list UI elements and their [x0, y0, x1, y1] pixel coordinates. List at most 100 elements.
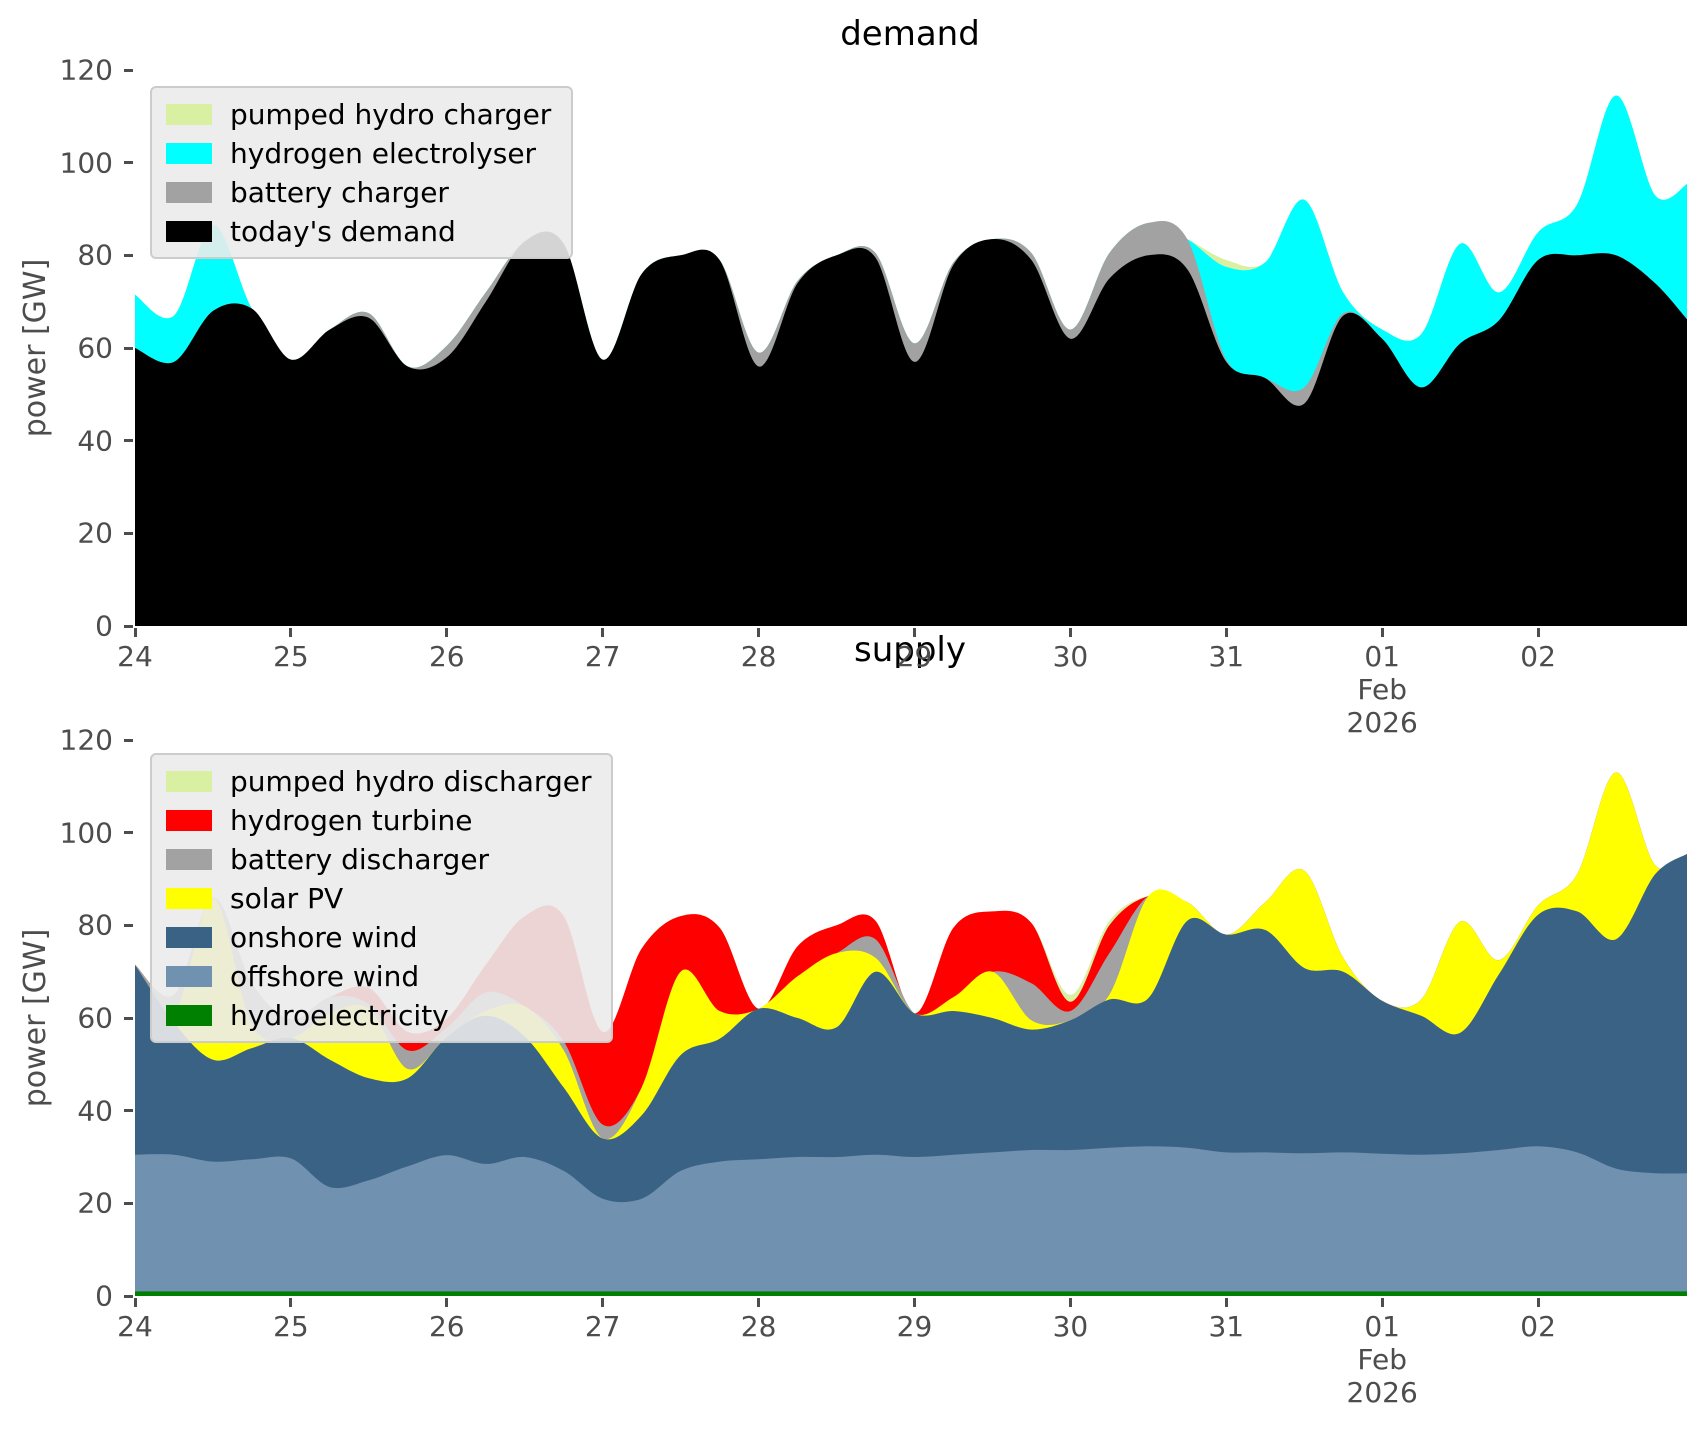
y-tick-mark — [124, 1016, 133, 1020]
x-tick-label: 28 — [740, 640, 777, 673]
legend-label: pumped hydro charger — [230, 97, 552, 131]
x-tick-label: 29 — [896, 640, 933, 673]
legend-label: battery discharger — [230, 842, 490, 876]
y-tick-label: 20 — [77, 1186, 113, 1220]
demand-legend: pumped hydro charger hydrogen electrolyse… — [150, 86, 574, 259]
x-tick-label: 25 — [273, 1310, 309, 1343]
y-tick-mark — [124, 531, 133, 535]
x-tick-mark — [445, 628, 449, 637]
legend-swatch-battery-charger — [166, 181, 212, 203]
legend-label: solar PV — [230, 881, 344, 915]
y-tick-label: 120 — [59, 53, 113, 87]
y-tick-label: 100 — [59, 146, 113, 180]
area-offshore-wind — [135, 1146, 1687, 1296]
x-tick-label: 30 — [1052, 1310, 1089, 1343]
legend-item: battery discharger — [166, 842, 591, 876]
legend-label: hydroelectricity — [230, 998, 449, 1032]
x-tick-label: 29 — [896, 1310, 933, 1343]
y-tick-label: 100 — [59, 816, 113, 850]
x-tick-mark — [445, 1298, 449, 1307]
x-tick-mark — [1536, 628, 1540, 637]
x-tick-mark — [133, 1298, 137, 1307]
y-tick-label: 0 — [95, 609, 113, 643]
area-today-s-demand — [135, 231, 1687, 626]
legend-item: hydrogen turbine — [166, 803, 591, 837]
x-tick-label: 02 — [1520, 1310, 1556, 1343]
x-tick-mark — [133, 628, 137, 637]
x-tick-label: 01 — [1364, 640, 1401, 673]
x-tick-mark — [601, 628, 605, 637]
legend-item: hydrogen electrolyser — [166, 136, 551, 170]
x-tick-mark — [1068, 1298, 1072, 1307]
x-tick-sublabel: Feb — [1357, 1343, 1407, 1376]
legend-item: pumped hydro discharger — [166, 764, 592, 798]
y-tick-mark — [124, 68, 133, 72]
legend-item: pumped hydro charger — [166, 97, 552, 131]
x-tick-label: 02 — [1520, 640, 1556, 673]
x-tick-mark — [601, 1298, 605, 1307]
legend-label: battery charger — [230, 175, 449, 209]
legend-swatch-pumped-hydro-discharger — [166, 770, 212, 792]
x-tick-mark — [289, 1298, 293, 1307]
x-tick-label: 27 — [584, 640, 621, 673]
legend-item: battery charger — [166, 175, 551, 209]
y-tick-label: 40 — [77, 1094, 113, 1128]
legend-item: hydroelectricity — [166, 998, 591, 1032]
supply-legend: pumped hydro discharger hydrogen turbine b… — [150, 753, 614, 1043]
x-tick-mark — [1068, 628, 1072, 637]
y-tick-mark — [124, 161, 133, 165]
legend-swatch-hydrogen-electrolyser — [166, 142, 212, 164]
x-tick-mark — [1380, 1298, 1384, 1307]
legend-swatch-battery-discharger — [166, 848, 212, 870]
area-hydroelectricity — [135, 1291, 1687, 1296]
y-tick-label: 80 — [77, 908, 113, 942]
legend-label: today's demand — [230, 214, 456, 248]
y-tick-label: 120 — [59, 723, 113, 757]
chart-title-supply: supply — [854, 630, 966, 670]
x-tick-label: 01 — [1364, 1310, 1401, 1343]
x-tick-mark — [757, 628, 761, 637]
legend-swatch-offshore-wind — [166, 965, 212, 987]
legend-label: hydrogen turbine — [230, 803, 473, 837]
y-tick-mark — [124, 1294, 133, 1298]
x-tick-mark — [289, 628, 293, 637]
legend-swatch-onshore-wind — [166, 926, 212, 948]
legend-label: offshore wind — [230, 959, 420, 993]
x-tick-label: 28 — [740, 1310, 777, 1343]
x-tick-sublabel: 2026 — [1346, 706, 1418, 739]
legend-item: offshore wind — [166, 959, 591, 993]
y-tick-mark — [124, 624, 133, 628]
x-tick-mark — [913, 1298, 916, 1307]
x-tick-sublabel: Feb — [1357, 673, 1407, 706]
x-tick-mark — [1536, 1298, 1540, 1307]
y-tick-mark — [124, 346, 133, 350]
y-tick-label: 0 — [95, 1279, 113, 1313]
legend-swatch-today-s-demand — [166, 220, 212, 242]
y-tick-mark — [124, 831, 133, 835]
y-tick-label: 40 — [77, 424, 113, 458]
y-tick-mark — [124, 253, 133, 257]
y-tick-label: 60 — [77, 1001, 113, 1035]
x-tick-label: 31 — [1208, 640, 1245, 673]
x-tick-mark — [757, 1298, 761, 1307]
x-tick-label: 27 — [584, 1310, 621, 1343]
x-tick-mark — [1224, 1298, 1228, 1307]
legend-swatch-pumped-hydro-charger — [166, 103, 212, 125]
y-tick-mark — [124, 439, 133, 443]
legend-label: pumped hydro discharger — [230, 764, 592, 798]
y-tick-mark — [124, 1201, 133, 1205]
x-tick-label: 24 — [117, 640, 153, 673]
x-tick-mark — [913, 628, 916, 637]
legend-swatch-hydroelectricity — [166, 1004, 212, 1026]
legend-label: onshore wind — [230, 920, 418, 954]
legend-item: onshore wind — [166, 920, 591, 954]
x-tick-label: 26 — [428, 640, 465, 673]
x-tick-label: 31 — [1208, 1310, 1245, 1343]
x-tick-sublabel: 2026 — [1346, 1376, 1418, 1409]
y-tick-mark — [124, 923, 133, 927]
legend-swatch-hydrogen-turbine — [166, 809, 212, 831]
legend-label: hydrogen electrolyser — [230, 136, 537, 170]
y-tick-label: 80 — [77, 238, 113, 272]
legend-swatch-solar-PV — [166, 887, 212, 909]
